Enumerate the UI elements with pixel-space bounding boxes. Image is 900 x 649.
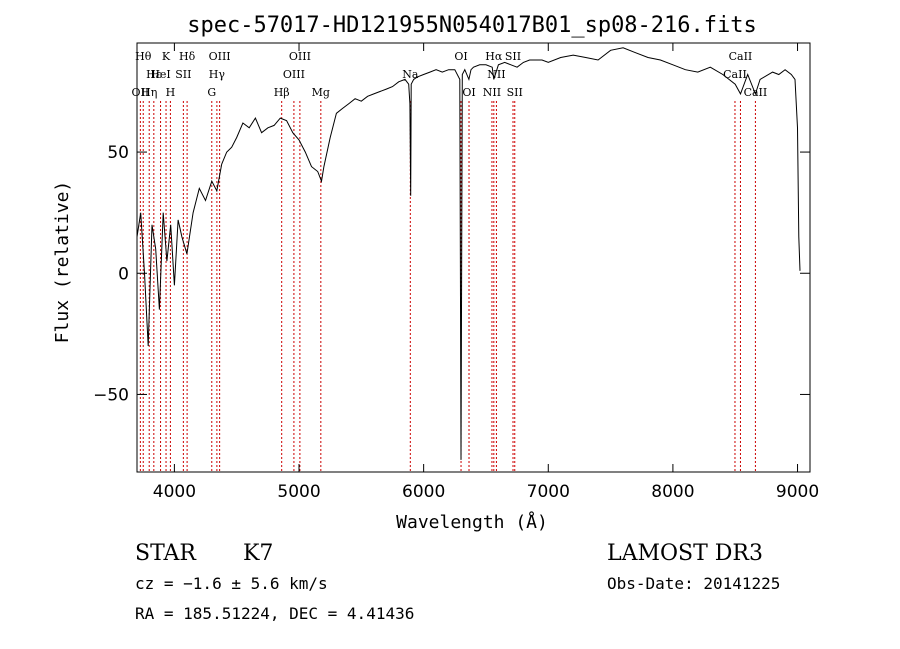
- line-marker-label: Hδ: [179, 50, 196, 63]
- x-tick-label: 5000: [277, 482, 320, 502]
- x-tick-label: 6000: [402, 482, 445, 502]
- x-tick-label: 4000: [153, 482, 196, 502]
- spectrum-line: [136, 47, 801, 460]
- line-marker-label: NII: [487, 68, 505, 81]
- line-marker-label: G: [207, 86, 216, 99]
- line-marker-label: OI: [454, 50, 467, 63]
- line-marker-label: Hθ: [135, 50, 152, 63]
- line-marker-label: Na: [402, 68, 419, 81]
- line-marker-label: SII: [507, 86, 523, 99]
- survey-name: LAMOST DR3: [607, 541, 763, 566]
- line-marker-label: HeI: [150, 68, 170, 81]
- y-tick-label: 0: [118, 264, 129, 284]
- line-marker-label: Hα: [485, 50, 503, 63]
- line-marker-label: K: [162, 50, 171, 63]
- line-marker-label: SII: [175, 68, 191, 81]
- chart-title: spec-57017-HD121955N054017B01_sp08-216.f…: [187, 13, 757, 38]
- plot-frame: [136, 42, 811, 473]
- line-marker-label: H: [166, 86, 176, 99]
- line-marker-label: Hη: [141, 86, 157, 99]
- line-marker-label: OI: [462, 86, 475, 99]
- x-tick-label: 8000: [651, 482, 694, 502]
- line-marker-label: OIII: [209, 50, 231, 63]
- object-class: STAR: [135, 541, 197, 566]
- ra-dec: RA = 185.51224, DEC = 4.41436: [135, 604, 414, 623]
- x-tick-label: 7000: [527, 482, 570, 502]
- x-tick-label: 9000: [776, 482, 819, 502]
- obs-date: Obs-Date: 20141225: [607, 574, 780, 593]
- line-marker-label: Hε: [146, 68, 162, 81]
- object-subclass: K7: [243, 541, 273, 566]
- y-tick-label: −50: [93, 385, 129, 405]
- line-marker-label: OII: [132, 86, 150, 99]
- redshift-cz: cz = −1.6 ± 5.6 km/s: [135, 574, 328, 593]
- line-marker-label: SII: [505, 50, 521, 63]
- line-marker-label: OIII: [289, 50, 311, 63]
- line-marker-label: OIII: [283, 68, 305, 81]
- line-marker-label: Hγ: [209, 68, 226, 81]
- line-marker-label: NII: [483, 86, 501, 99]
- y-tick-label: 50: [107, 143, 129, 163]
- axis-ticks: 4000 5000 6000 7000 8000 9000 50 0 −50: [93, 43, 819, 502]
- x-axis-label: Wavelength (Å): [396, 511, 548, 533]
- line-marker-label: Mg: [312, 86, 330, 99]
- y-axis-label: Flux (relative): [52, 181, 73, 344]
- line-marker-label: CaII: [723, 68, 747, 81]
- line-marker-label: CaII: [729, 50, 753, 63]
- line-marker-label: Hβ: [274, 86, 290, 99]
